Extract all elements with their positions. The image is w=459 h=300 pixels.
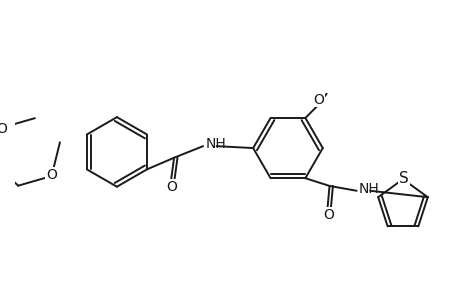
Text: O: O	[166, 180, 177, 194]
Text: NH: NH	[358, 182, 379, 196]
Text: NH: NH	[206, 137, 226, 151]
Text: O: O	[313, 93, 324, 106]
Text: O: O	[46, 168, 57, 182]
Text: S: S	[398, 171, 408, 186]
Text: O: O	[0, 122, 7, 136]
Text: O: O	[322, 208, 333, 222]
